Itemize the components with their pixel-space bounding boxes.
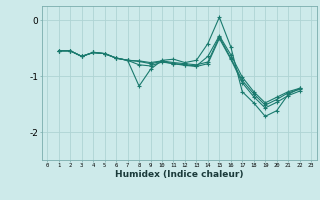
X-axis label: Humidex (Indice chaleur): Humidex (Indice chaleur) — [115, 170, 244, 179]
